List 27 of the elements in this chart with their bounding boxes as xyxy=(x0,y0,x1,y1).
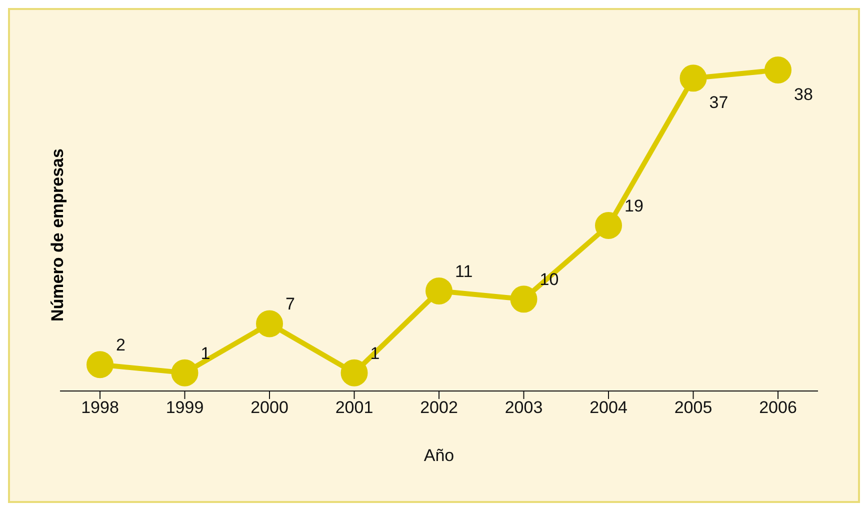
x-axis-title: Año xyxy=(424,446,454,465)
x-tick-label: 2006 xyxy=(759,398,797,418)
x-tick-label: 2003 xyxy=(504,398,543,418)
x-tick-label: 2000 xyxy=(250,398,288,418)
point xyxy=(86,351,114,378)
point xyxy=(340,359,368,386)
x-tick-label: 2004 xyxy=(590,398,628,418)
x-tick-label: 2001 xyxy=(335,398,374,418)
point xyxy=(426,277,452,304)
data-label: 7 xyxy=(286,294,295,314)
data-label: 1 xyxy=(200,344,210,363)
x-tick-label: 2002 xyxy=(420,398,458,418)
data-label: 2 xyxy=(116,336,126,355)
x-tick-label: 2005 xyxy=(674,398,712,418)
point xyxy=(171,359,198,386)
data-label: 37 xyxy=(709,93,728,112)
data-label: 38 xyxy=(794,85,813,104)
data-label: 19 xyxy=(624,196,644,216)
point xyxy=(680,64,707,92)
x-tick-label: 1999 xyxy=(166,398,204,418)
y-axis-title: Número de empresas xyxy=(48,148,68,322)
data-label: 11 xyxy=(455,262,473,281)
point xyxy=(595,212,622,239)
point xyxy=(256,310,283,338)
x-tick-label: 1998 xyxy=(81,398,119,418)
point xyxy=(764,56,792,84)
point xyxy=(510,286,538,313)
